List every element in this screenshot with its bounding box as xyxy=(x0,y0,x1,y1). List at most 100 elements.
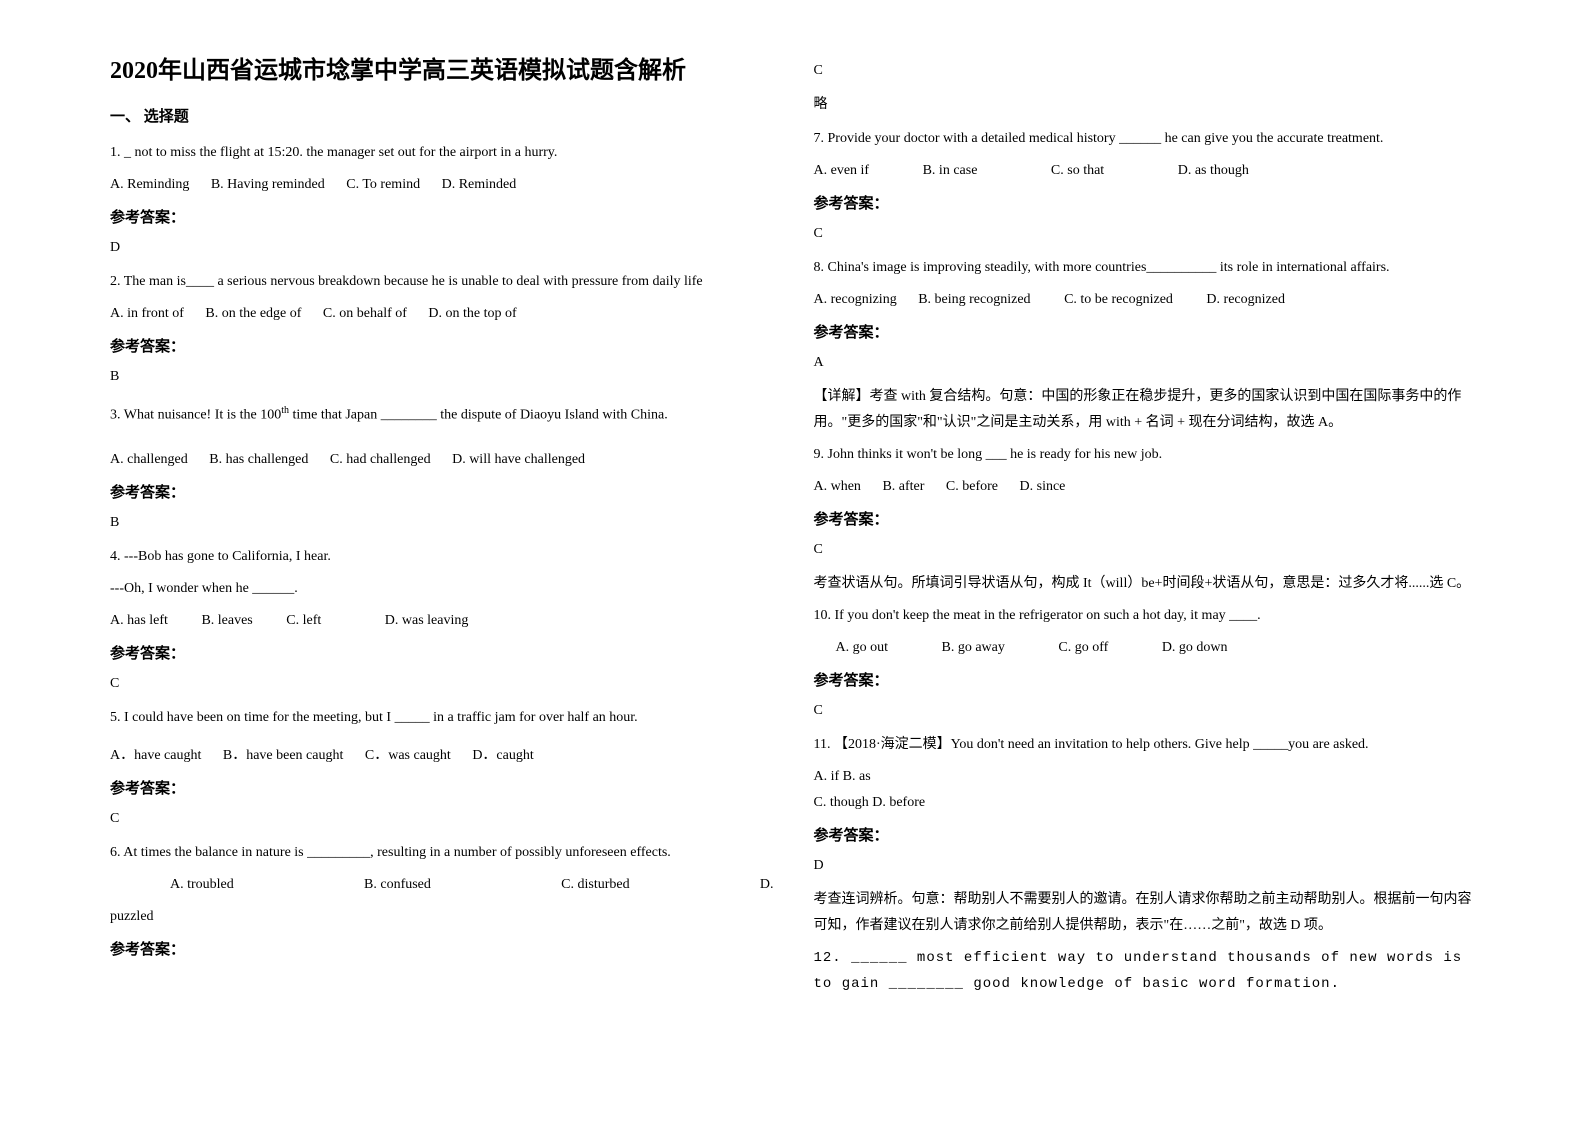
q8-opt-a: A. recognizing xyxy=(814,287,897,313)
q6-opt-c: C. disturbed xyxy=(561,872,629,898)
q2-opt-a: A. in front of xyxy=(110,301,184,327)
q8-options: A. recognizing B. being recognized C. to… xyxy=(814,287,1478,313)
q4-stem1: 4. ---Bob has gone to California, I hear… xyxy=(110,544,774,570)
q10-ans-label: 参考答案： xyxy=(814,669,1478,690)
q9-stem: 9. John thinks it won't be long ___ he i… xyxy=(814,442,1478,468)
q11-opts-b: C. though D. before xyxy=(814,790,1478,816)
q5-options: A．have caught B．have been caught C．was c… xyxy=(110,743,774,769)
q7-opt-d: D. as though xyxy=(1178,158,1249,184)
q3-opt-a: A. challenged xyxy=(110,447,188,473)
q3-opt-c: C. had challenged xyxy=(330,447,431,473)
q10-options: A. go out B. go away C. go off D. go dow… xyxy=(814,635,1478,661)
q6-ans: C xyxy=(814,58,1478,84)
q9-opt-a: A. when xyxy=(814,474,861,500)
q11-ans: D xyxy=(814,853,1478,879)
q7-opt-c: C. so that xyxy=(1051,158,1104,184)
q2-ans-label: 参考答案： xyxy=(110,335,774,356)
q9-opt-b: B. after xyxy=(882,474,924,500)
q11-exp: 考查连词辨析。句意：帮助别人不需要别人的邀请。在别人请求你帮助之前主动帮助别人。… xyxy=(814,887,1478,939)
q4-opt-a: A. has left xyxy=(110,608,168,634)
q5-ans-label: 参考答案： xyxy=(110,777,774,798)
section-heading: 一、 选择题 xyxy=(110,105,774,126)
q5-opt-a: A．have caught xyxy=(110,743,201,769)
q9-options: A. when B. after C. before D. since xyxy=(814,474,1478,500)
q11-ans-label: 参考答案： xyxy=(814,824,1478,845)
q2-opt-d: D. on the top of xyxy=(428,301,516,327)
q1-ans: D xyxy=(110,235,774,261)
q5-opt-d: D．caught xyxy=(472,743,533,769)
q8-opt-d: D. recognized xyxy=(1206,287,1285,313)
q10-opt-c: C. go off xyxy=(1058,635,1108,661)
q3-options: A. challenged B. has challenged C. had c… xyxy=(110,447,774,473)
q1-opt-b: B. Having reminded xyxy=(211,172,325,198)
q5-ans: C xyxy=(110,806,774,832)
left-column: 2020年山西省运城市埝掌中学高三英语模拟试题含解析 一、 选择题 1. _ n… xyxy=(90,50,794,1003)
q6-opt-b: B. confused xyxy=(364,872,431,898)
q9-opt-d: D. since xyxy=(1020,474,1066,500)
q3-opt-b: B. has challenged xyxy=(209,447,308,473)
q10-stem: 10. If you don't keep the meat in the re… xyxy=(814,603,1478,629)
q6-omit: 略 xyxy=(814,92,1478,118)
q4-ans-label: 参考答案： xyxy=(110,642,774,663)
q4-ans: C xyxy=(110,671,774,697)
q6-opt-d: D. xyxy=(760,872,774,898)
q1-opt-c: C. To remind xyxy=(346,172,420,198)
q1-ans-label: 参考答案： xyxy=(110,206,774,227)
q1-opt-a: A. Reminding xyxy=(110,172,189,198)
q1-stem: 1. _ not to miss the flight at 15:20. th… xyxy=(110,140,774,166)
q9-ans: C xyxy=(814,537,1478,563)
q8-ans: A xyxy=(814,350,1478,376)
q4-opt-b: B. leaves xyxy=(201,608,252,634)
q1-options: A. Reminding B. Having reminded C. To re… xyxy=(110,172,774,198)
q6-tail: puzzled xyxy=(110,904,774,930)
right-column: C 略 7. Provide your doctor with a detail… xyxy=(794,50,1498,1003)
q11-stem: 11. 【2018·海淀二模】You don't need an invitat… xyxy=(814,732,1478,758)
q3-stem-sup: th xyxy=(281,405,289,416)
q11-opts-a: A. if B. as xyxy=(814,764,1478,790)
q8-opt-b: B. being recognized xyxy=(918,287,1030,313)
exam-page: 2020年山西省运城市埝掌中学高三英语模拟试题含解析 一、 选择题 1. _ n… xyxy=(0,0,1587,1053)
q8-exp: 【详解】考查 with 复合结构。句意：中国的形象正在稳步提升，更多的国家认识到… xyxy=(814,384,1478,436)
q2-ans: B xyxy=(110,364,774,390)
q9-ans-label: 参考答案： xyxy=(814,508,1478,529)
q7-stem: 7. Provide your doctor with a detailed m… xyxy=(814,126,1478,152)
q7-opt-b: B. in case xyxy=(923,158,978,184)
q8-ans-label: 参考答案： xyxy=(814,321,1478,342)
q3-stem: 3. What nuisance! It is the 100th time t… xyxy=(110,398,774,429)
q2-stem: 2. The man is____ a serious nervous brea… xyxy=(110,269,774,295)
q9-exp: 考查状语从句。所填词引导状语从句，构成 It（will）be+时间段+状语从句，… xyxy=(814,571,1478,597)
q10-ans: C xyxy=(814,698,1478,724)
q5-stem: 5. I could have been on time for the mee… xyxy=(110,705,774,731)
q4-opt-c: C. left xyxy=(286,608,321,634)
q6-ans-label: 参考答案： xyxy=(110,938,774,959)
q3-stem-post: time that Japan ________ the dispute of … xyxy=(289,408,668,423)
q1-opt-d: D. Reminded xyxy=(442,172,517,198)
q7-ans: C xyxy=(814,221,1478,247)
q12-stem: 12. ______ most efficient way to underst… xyxy=(814,945,1478,997)
q10-opt-a: A. go out xyxy=(836,635,889,661)
q3-ans-label: 参考答案： xyxy=(110,481,774,502)
q3-ans: B xyxy=(110,510,774,536)
q4-opt-d: D. was leaving xyxy=(385,608,469,634)
q6-options: A. troubled B. confused C. disturbed D. xyxy=(110,872,774,898)
q3-opt-d: D. will have challenged xyxy=(452,447,585,473)
q2-opt-c: C. on behalf of xyxy=(323,301,407,327)
q8-opt-c: C. to be recognized xyxy=(1064,287,1173,313)
q7-ans-label: 参考答案： xyxy=(814,192,1478,213)
q2-options: A. in front of B. on the edge of C. on b… xyxy=(110,301,774,327)
q2-opt-b: B. on the edge of xyxy=(205,301,301,327)
q6-stem: 6. At times the balance in nature is ___… xyxy=(110,840,774,866)
q8-stem: 8. China's image is improving steadily, … xyxy=(814,255,1478,281)
q4-stem2: ---Oh, I wonder when he ______. xyxy=(110,576,774,602)
q7-options: A. even if B. in case C. so that D. as t… xyxy=(814,158,1478,184)
q9-opt-c: C. before xyxy=(946,474,998,500)
q5-opt-c: C．was caught xyxy=(365,743,451,769)
q4-options: A. has left B. leaves C. left D. was lea… xyxy=(110,608,774,634)
q10-opt-d: D. go down xyxy=(1162,635,1228,661)
q6-opt-a: A. troubled xyxy=(170,872,234,898)
q3-stem-pre: 3. What nuisance! It is the 100 xyxy=(110,408,281,423)
page-title: 2020年山西省运城市埝掌中学高三英语模拟试题含解析 xyxy=(110,50,774,85)
q5-opt-b: B．have been caught xyxy=(223,743,344,769)
q7-opt-a: A. even if xyxy=(814,158,870,184)
q10-opt-b: B. go away xyxy=(942,635,1005,661)
